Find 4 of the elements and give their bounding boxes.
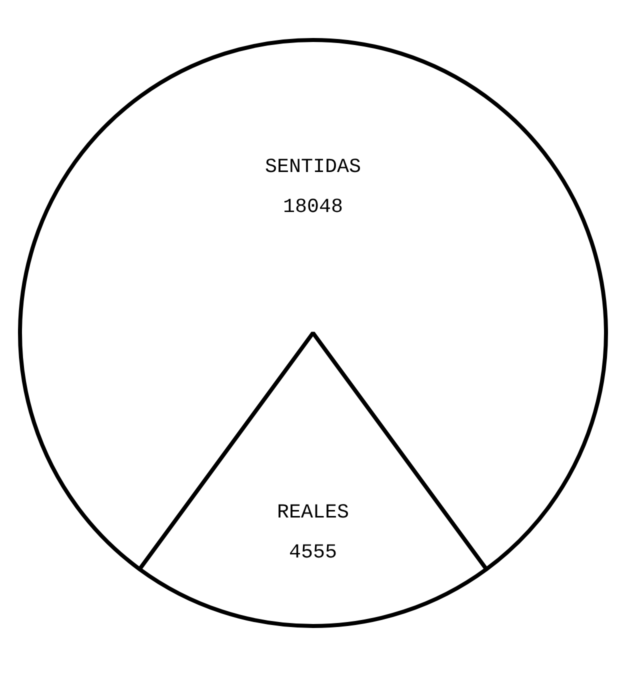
slice-label: SENTIDAS — [264, 156, 362, 179]
data-label: 4555 — [288, 542, 338, 565]
data-label: 18048 — [282, 196, 344, 219]
slice-label: REALES — [276, 502, 350, 525]
